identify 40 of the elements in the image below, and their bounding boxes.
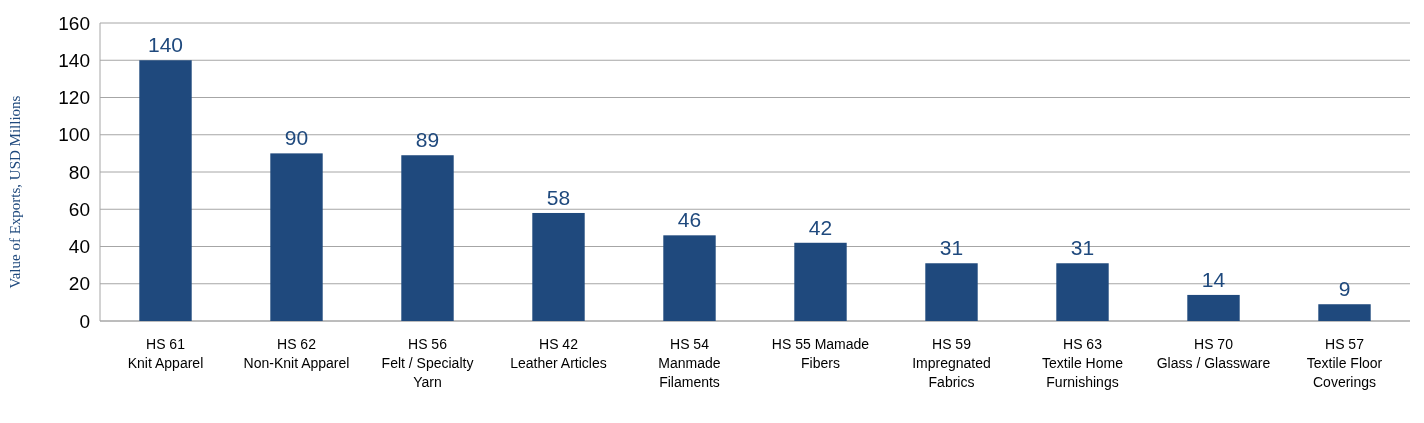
- x-tick-label: HS 61 Knit Apparel: [127, 336, 204, 371]
- data-label: 90: [284, 126, 309, 150]
- data-label: 31: [939, 236, 964, 260]
- data-label: 42: [808, 215, 833, 239]
- bar: [663, 235, 716, 321]
- bar: [401, 155, 454, 321]
- data-label: 140: [147, 33, 184, 57]
- x-tick-label: HS 55 Mamade Fibers: [771, 336, 870, 371]
- data-label: 14: [1201, 267, 1226, 291]
- y-tick-label: 40: [68, 236, 90, 258]
- y-tick-label: 0: [79, 310, 90, 332]
- y-tick-label: 60: [68, 198, 90, 220]
- x-tick-label: HS 70 Glass / Glassware: [1156, 336, 1271, 371]
- y-axis-title: Value of Exports, USD Millions: [7, 95, 23, 289]
- data-label: 89: [415, 128, 440, 152]
- data-label: 46: [677, 208, 702, 232]
- data-label: 9: [1338, 277, 1351, 301]
- y-tick-label: 20: [68, 273, 90, 295]
- bar: [1318, 304, 1371, 321]
- y-tick-label: 100: [58, 124, 90, 146]
- bar: [794, 242, 847, 321]
- x-tick-label: HS 54 Manmade Filaments: [658, 336, 721, 390]
- x-tick-label: HS 63 Textile Home Furnishings: [1042, 336, 1124, 390]
- y-tick-label: 80: [68, 161, 90, 183]
- x-tick-label: HS 56 Felt / Specialty Yarn: [381, 336, 474, 390]
- y-tick-label: 120: [58, 87, 90, 109]
- data-label: 31: [1070, 236, 1095, 260]
- x-tick-label: HS 59 Impregnated Fabrics: [912, 336, 991, 390]
- bar: [1187, 294, 1240, 321]
- y-tick-label: 140: [58, 49, 90, 71]
- y-tick-label: 160: [58, 12, 90, 34]
- data-label: 58: [546, 185, 571, 209]
- bar: [532, 212, 585, 321]
- bar: [139, 60, 192, 321]
- x-tick-label: HS 42 Leather Articles: [510, 336, 607, 371]
- bar: [1056, 263, 1109, 321]
- bar: [270, 153, 323, 321]
- bar: [925, 263, 978, 321]
- x-tick-label: HS 62 Non-Knit Apparel: [243, 336, 350, 371]
- x-tick-label: HS 57 Textile Floor Coverings: [1306, 336, 1383, 390]
